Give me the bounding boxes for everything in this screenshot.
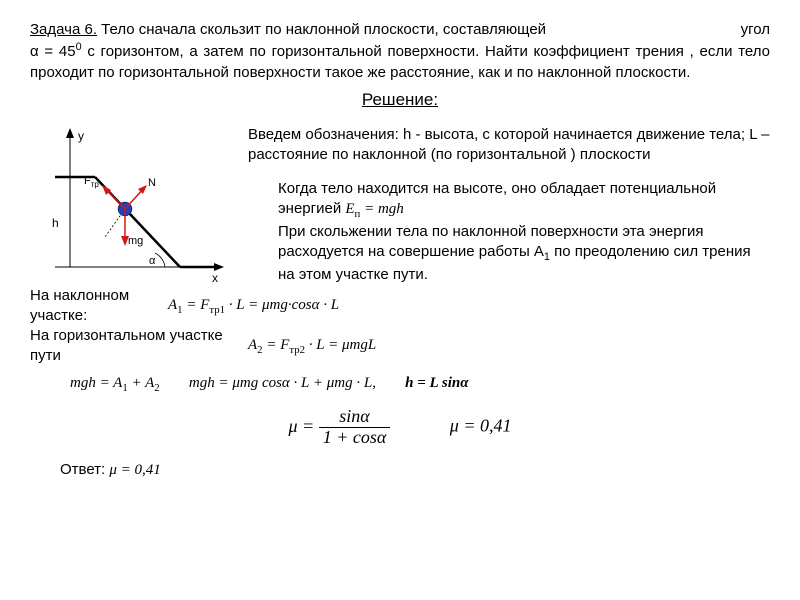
eq-e-mgh: Eп = mgh	[345, 201, 403, 217]
horiz-label: На горизонтальном участке пути	[30, 326, 230, 367]
incline-eq: A1 = Fтр1 · L = μmg·cosα · L	[168, 295, 339, 318]
mu-den: 1 + cosα	[319, 428, 391, 448]
incline-row: На наклонном участке: A1 = Fтр1 · L = μm…	[30, 286, 770, 327]
balance-eq1: mgh = A1 + A2	[70, 375, 160, 391]
horiz-eq: A2 = Fтр2 · L = μmgL	[248, 335, 376, 358]
problem-alpha: α = 45	[30, 43, 76, 60]
mu-value: μ = 0,41	[450, 416, 512, 436]
mu-frac: μ = sinα 1 + cosα	[289, 416, 395, 436]
solution-title: Решение:	[30, 89, 770, 112]
potential-block: Когда тело находится на высоте, оно обла…	[278, 179, 770, 285]
row-diagram-intro: y x h N Fтр	[30, 122, 770, 292]
answer-label: Ответ:	[60, 461, 105, 478]
problem-text-3: с горизонтом, а затем по горизонтальной …	[30, 43, 770, 80]
intro-para: Введем обозначения: h - высота, с которо…	[248, 125, 770, 166]
balance-line: mgh = A1 + A2 mgh = μmg cosα · L + μmg ·…	[70, 373, 770, 396]
n-label: N	[148, 177, 156, 189]
final-equations: μ = sinα 1 + cosα μ = 0,41	[30, 407, 770, 448]
problem-text-1: Тело сначала скользит по наклонной плоск…	[97, 21, 546, 38]
problem-text-ugol: угол	[741, 20, 770, 40]
diagram-wrap: y x h N Fтр	[30, 122, 230, 292]
intro-text: Введем обозначения: h - высота, с которо…	[248, 122, 770, 288]
y-axis-label: y	[78, 129, 84, 143]
h-label: h	[52, 216, 59, 230]
problem-label: Задача 6.	[30, 21, 97, 38]
diagram-svg: y x h N Fтр	[30, 122, 230, 292]
horiz-row: На горизонтальном участке пути A2 = Fтр2…	[30, 326, 770, 367]
incline-label: На наклонном участке:	[30, 286, 150, 327]
x-axis-label: x	[212, 271, 218, 285]
mg-label: mg	[128, 235, 143, 247]
mu-num: sinα	[319, 407, 391, 428]
alpha-label: α	[149, 255, 156, 267]
balance-eq2: mgh = μmg cosα · L + μmg · L,	[189, 375, 376, 391]
balance-eq3: h = L sinα	[405, 375, 468, 391]
answer-value: μ = 0,41	[109, 462, 160, 478]
problem-statement: Задача 6. Тело сначала скользит по накло…	[30, 20, 770, 83]
potential-line1: Когда тело находится на высоте, оно обла…	[278, 180, 716, 217]
answer-row: Ответ: μ = 0,41	[60, 460, 770, 480]
